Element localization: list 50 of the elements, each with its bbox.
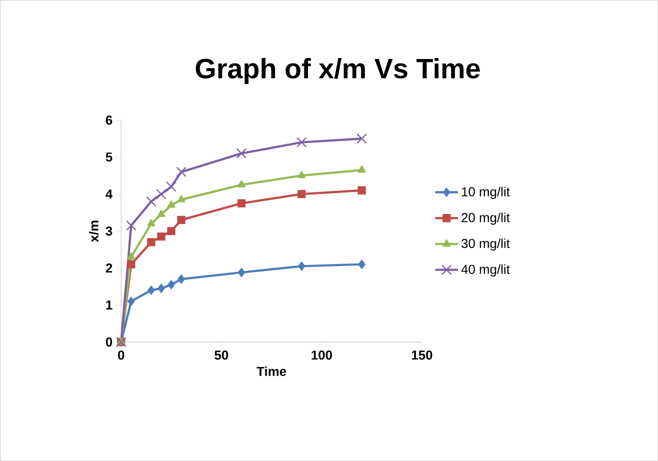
point [157, 232, 166, 241]
point [358, 186, 366, 194]
point [147, 238, 156, 246]
point [167, 226, 176, 236]
legend-label: 20 mg/lit [462, 212, 510, 225]
y-tick-label: 2 [106, 263, 112, 273]
x-axis-title: Time [256, 366, 286, 376]
point [148, 286, 155, 295]
point [126, 220, 136, 231]
point [157, 210, 166, 217]
legend-label: 40 mg/lit [461, 264, 510, 276]
y-tick-label: 4 [106, 190, 113, 198]
point [237, 180, 246, 188]
point [298, 190, 306, 198]
point [127, 260, 136, 268]
point [146, 196, 156, 207]
point [156, 188, 166, 200]
point [238, 268, 246, 278]
point [298, 262, 306, 271]
chart-title: Graph of x/m Vs Time [196, 58, 480, 84]
point [176, 166, 186, 178]
point [177, 194, 186, 202]
y-tick-label: 3 [106, 226, 112, 236]
point [236, 148, 247, 159]
x-tick-label: 100 [312, 350, 332, 360]
x-tick-label: 150 [412, 350, 432, 360]
y-tick-label: 0 [106, 337, 112, 347]
y-tick-label: 1 [106, 300, 112, 310]
point [166, 181, 176, 192]
point [178, 274, 185, 284]
point [158, 284, 165, 293]
point [127, 252, 136, 260]
point [168, 280, 175, 290]
y-axis-title: x/m [88, 220, 99, 242]
legend-label: 10 mg/lit [462, 186, 510, 199]
x-tick-label: 50 [214, 350, 228, 360]
point [298, 170, 306, 178]
point [296, 137, 307, 148]
point [237, 199, 246, 208]
y-tick-label: 6 [106, 115, 112, 125]
y-tick-label: 5 [106, 152, 112, 162]
point [147, 219, 156, 226]
point [356, 133, 367, 144]
point [358, 165, 366, 173]
point [128, 296, 135, 306]
point [358, 260, 366, 269]
point [177, 216, 186, 224]
x-tick-label: 0 [118, 350, 124, 360]
legend-label: 30 mg/lit [462, 238, 510, 251]
point [167, 200, 176, 208]
